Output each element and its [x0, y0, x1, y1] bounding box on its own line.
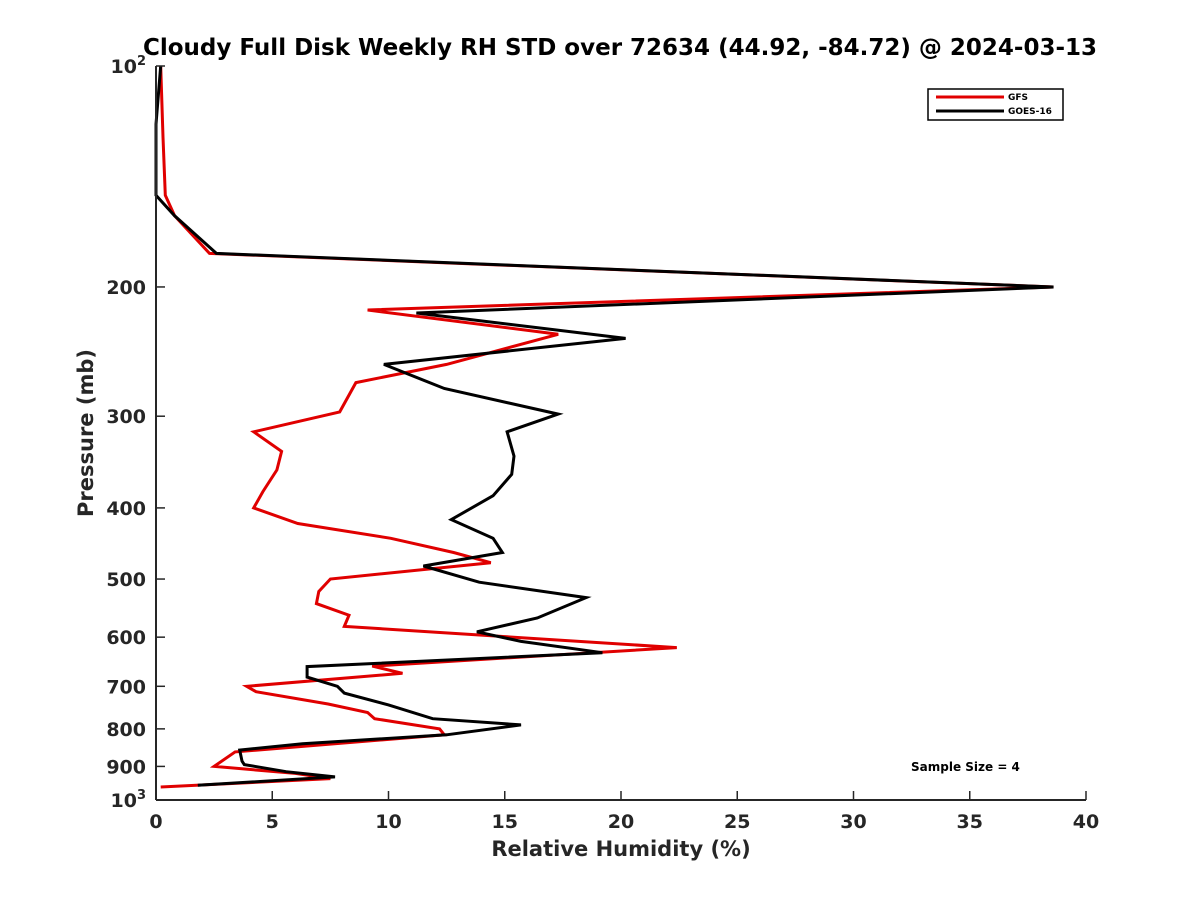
x-tick-label: 10 [375, 811, 401, 833]
series-layer [154, 65, 1054, 789]
x-tick-label: 40 [1073, 811, 1099, 833]
x-axis-label: Relative Humidity (%) [491, 837, 750, 861]
sample-size-annotation: Sample Size = 4 [911, 760, 1020, 774]
series-line-gfs [159, 65, 1054, 789]
y-tick-label: 900 [106, 756, 146, 778]
x-tick-label: 15 [492, 811, 518, 833]
legend-label-gfs: GFS [1008, 93, 1028, 103]
y-tick-label: 700 [106, 676, 146, 698]
x-tick-label: 30 [840, 811, 866, 833]
x-ticks: 0 5 10 15 20 25 30 35 40 [149, 791, 1099, 833]
y-tick-label: 102 [111, 54, 147, 78]
x-tick-label: 5 [266, 811, 279, 833]
y-tick-label: 300 [106, 406, 146, 428]
legend-label-goes16: GOES-16 [1008, 107, 1052, 117]
y-tick-label: 800 [106, 719, 146, 741]
x-tick-label: 20 [608, 811, 634, 833]
y-axis-label: Pressure (mb) [74, 349, 98, 517]
y-ticks: 102 200 300 400 500 600 700 800 900 103 [106, 54, 165, 812]
x-tick-label: 0 [149, 811, 162, 833]
x-tick-label: 25 [724, 811, 750, 833]
series-line-goes16 [154, 65, 1054, 787]
legend: GFS GOES-16 [927, 88, 1064, 121]
y-tick-label: 400 [106, 498, 146, 520]
y-tick-label: 103 [111, 788, 147, 812]
legend-box [927, 88, 1064, 121]
y-tick-label: 600 [106, 627, 146, 649]
chart-title: Cloudy Full Disk Weekly RH STD over 7263… [143, 35, 1097, 61]
y-tick-label: 200 [106, 277, 146, 299]
x-tick-label: 35 [957, 811, 983, 833]
y-tick-label: 500 [106, 569, 146, 591]
